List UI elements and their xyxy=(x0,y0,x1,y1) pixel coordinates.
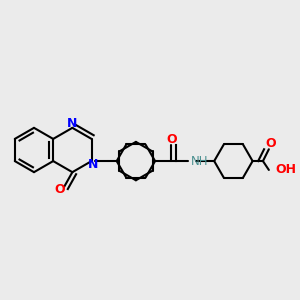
Text: NH: NH xyxy=(190,154,208,168)
Text: OH: OH xyxy=(275,164,296,176)
Text: O: O xyxy=(166,133,177,146)
Text: O: O xyxy=(54,183,65,196)
Text: N: N xyxy=(67,117,78,130)
Text: O: O xyxy=(265,137,276,150)
Text: N: N xyxy=(88,158,98,171)
